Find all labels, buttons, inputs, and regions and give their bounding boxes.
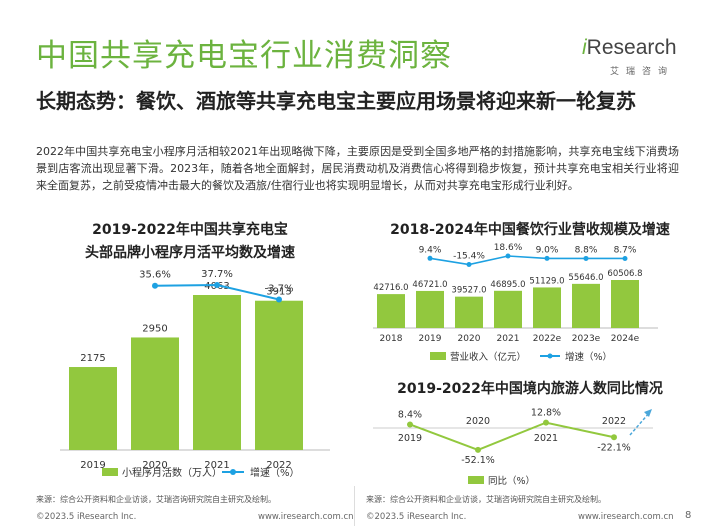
chart2-bar [572,283,600,328]
chart2-bar-label: 55646.0 [568,273,603,283]
chart2-x-tick: 2023e [572,334,601,344]
chart1-growth-label: -3.7% [264,283,293,294]
chart1-legend-line-label: 增速（%） [250,466,300,479]
chart2-bar-label: 46721.0 [412,280,447,290]
chart3-x-tick: 2019 [398,433,422,444]
chart2-bar [533,287,561,328]
chart2-bar-label: 60506.8 [607,269,642,279]
chart1-growth-label: 35.6% [139,270,171,281]
chart2-x-tick: 2020 [458,334,481,344]
chart1-x-tick: 2021 [204,460,229,471]
chart2-growth-point [622,255,628,261]
chart1-x-tick: 2022 [266,460,291,471]
chart3-point [543,419,549,426]
chart2-x-tick: 2022e [533,334,562,344]
chart3-title: 2019-2022年中国境内旅游人数同比情况 [397,381,663,397]
chart2-bar [416,290,444,328]
logo-subtitle: 艾瑞咨询 [610,67,675,77]
chart1-bar [255,300,303,450]
chart2-bar [611,280,639,328]
chart1-legend-bar-swatch [102,468,118,476]
chart2-legend-bar-label: 营业收入（亿元） [450,351,526,363]
iresearch-logo: iResearch 艾瑞咨询 [582,36,682,78]
chart3-trend-arrow-head [644,409,652,417]
source-note-left: 来源：综合公开资料和企业访谈，艾瑞咨询研究院自主研究及绘制。 [36,495,276,504]
chart1-legend-line-marker [230,469,236,475]
miniprogram-mau-chart: 2175201929502020406320213913202235.6%37.… [60,269,330,479]
chart2-growth-point [466,262,472,267]
catering-revenue-chart: 42716.0 2018 46721.0 2019 39527.0 2020 46895.0… [373,243,658,363]
chart2-bar [377,294,405,328]
chart1-title-line2: 头部品牌小程序月活平均数及增速 [85,245,295,261]
chart2-title: 2018-2024年中国餐饮行业营收规模及增速 [390,222,670,238]
chart1-bar-label: 3913 [266,287,291,298]
source-note-right: 来源：综合公开资料和企业访谈，艾瑞咨询研究院自主研究及绘制。 [366,495,606,504]
copyright-right: ©2023.5 iResearch Inc. [366,512,467,522]
chart3-point-label: 12.8% [531,408,561,419]
website-right: www.iresearch.com.cn [578,512,674,522]
chart2-bar-label: 51129.0 [529,276,564,286]
chart1-bar [131,337,179,450]
chart1-x-tick: 2020 [142,460,167,471]
section-subtitle: 长期态势：餐饮、酒旅等共享充电宝主要应用场景将迎来新一轮复苏 [36,89,636,113]
chart2-bar-label: 39527.0 [451,286,486,296]
chart1-title-line1: 2019-2022年中国共享充电宝 [92,222,288,238]
chart2-legend-line-marker [547,353,553,359]
chart2-growth-label: 9.0% [536,245,559,255]
chart3-yoy-line [409,421,615,451]
chart2-x-tick: 2019 [419,334,442,344]
chart3-legend-label: 同比（%） [488,475,535,487]
chart2-growth-label: 8.8% [575,245,598,255]
logo-brand: iResearch [582,36,677,59]
summary-paragraph: 2022年中国共享充电宝小程序月活相较2021年出现略微下降，主要原因是受到全国… [36,145,679,192]
chart2-bar [494,290,522,328]
chart1-growth-point [152,282,158,289]
chart2-growth-label: -15.4% [453,252,485,262]
chart3-legend-swatch [468,476,484,484]
chart2-growth-point [583,255,589,261]
chart1-growth-point [276,296,282,303]
chart1-legend-bar-label: 小程序月活数（万人） [122,466,222,479]
chart3-point-label: 8.4% [398,409,422,420]
chart2-growth-line [429,255,626,266]
chart2-legend-line-label: 增速（%） [565,351,612,363]
chart1-bar-label: 2950 [142,323,167,334]
website-left: www.iresearch.com.cn [258,512,354,522]
chart2-growth-point [505,253,511,259]
chart3-point [475,446,481,453]
chart2-growth-point [544,255,550,261]
chart2-x-tick: 2018 [380,334,403,344]
chart3-point-label: -52.1% [461,455,495,466]
chart2-legend-bar-swatch [430,352,446,360]
chart2-x-tick: 2024e [611,334,640,344]
chart2-bar-label: 46895.0 [490,280,525,290]
chart2-growth-label: 8.7% [614,245,637,255]
domestic-tourism-chart: 8.4% 2019 -52.1% 2020 12.8% 2021 -22.1% 2022 同比（… [373,408,653,487]
chart2-growth-label: 9.4% [419,245,442,255]
chart3-point-label: -22.1% [597,442,631,453]
chart2-growth-label: 18.6% [494,243,523,253]
chart3-point [407,421,413,428]
page-number: 8 [685,510,692,521]
chart2-bar [455,296,483,328]
chart3-trend-arrow [629,411,651,436]
chart3-x-tick: 2020 [466,416,490,427]
chart2-growth-point [427,255,433,261]
chart1-growth-label: 37.7% [201,269,233,280]
chart1-x-tick: 2019 [80,460,105,471]
chart3-point [611,434,617,441]
chart1-bar [193,295,241,450]
chart1-growth-point [214,282,220,288]
chart3-x-tick: 2022 [602,416,626,427]
footer-divider [354,486,355,526]
page-title: 中国共享充电宝行业消费洞察 [36,38,452,74]
chart1-bar [69,367,117,450]
copyright-left: ©2023.5 iResearch Inc. [36,512,137,522]
chart2-x-tick: 2021 [497,334,520,344]
chart1-bar-label: 2175 [80,353,105,364]
chart2-bar-label: 42716.0 [373,283,408,293]
chart3-x-tick: 2021 [534,433,558,444]
